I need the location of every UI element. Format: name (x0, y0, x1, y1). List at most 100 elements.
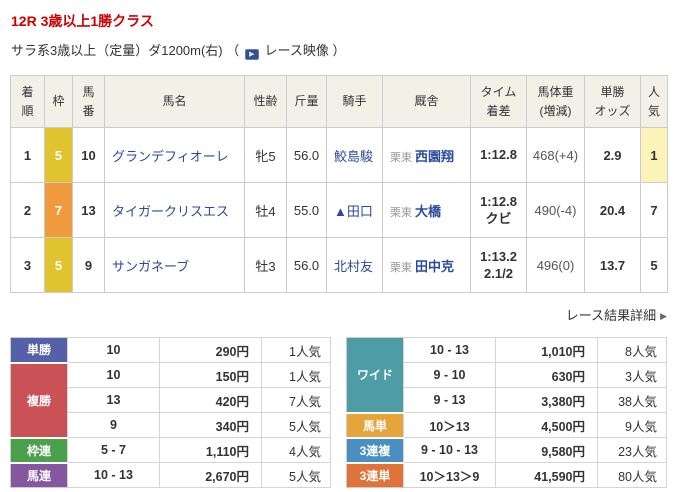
bracket-number: 7 (44, 182, 73, 239)
trainer-link[interactable]: 大橋 (415, 203, 442, 219)
result-row: 3 5 9 サンガネーブ 牡3 56.0 北村友 栗東 田中克 1:13.2 2.… (10, 237, 668, 294)
bet-type-place: 複勝 (10, 362, 68, 439)
finish-position: 3 (10, 237, 45, 294)
result-row: 1 5 10 グランデフィオーレ 牝5 56.0 鮫島駿 栗東 西園翔 1:12.… (10, 127, 668, 184)
payout-combination: 10 - 13 (67, 462, 160, 489)
finish-position: 1 (10, 127, 45, 184)
payout-popularity: 9人気 (597, 412, 667, 439)
popularity: 7 (640, 182, 668, 239)
payout-section: 単勝 10 290円 1人気 複勝 10 150円 1人気 13 420円 7人… (10, 337, 667, 489)
sex-age: 牝5 (244, 127, 287, 184)
right-arrow-icon: ▶ (660, 311, 667, 322)
payout-amount: 290円 (159, 337, 262, 364)
horse-number: 13 (72, 182, 105, 239)
payout-row: ワイド 10 - 13 1,010円 8人気 (346, 337, 667, 414)
race-conditions: サラ系3歳以上（定量）ダ1200m(右) （ ▶ レース映像 ） (11, 40, 667, 60)
header-win-odds: 単勝 オッズ (584, 74, 641, 129)
sex-age: 牡3 (244, 237, 287, 294)
weight-carried: 56.0 (286, 127, 327, 184)
time-margin-cell: 1:12.8 (470, 127, 527, 184)
bracket-number: 5 (44, 127, 73, 184)
horse-weight: 496(0) (526, 237, 585, 294)
header-time-margin: タイム 着差 (470, 74, 527, 129)
header-horse-weight: 馬体重 (増減) (526, 74, 585, 129)
payout-amount: 1,010円 (495, 337, 598, 364)
finish-time: 1:12.8 (480, 193, 517, 209)
header-horse-number: 馬 番 (72, 74, 105, 129)
payout-popularity: 7人気 (261, 387, 331, 414)
race-conditions-text: サラ系3歳以上（定量）ダ1200m(右) （ (11, 43, 240, 58)
jockey-link[interactable]: 鮫島駿 (334, 148, 374, 164)
payout-amount: 1,110円 (159, 437, 262, 464)
jockey-link[interactable]: 北村友 (334, 258, 374, 274)
payout-amount: 630円 (495, 362, 598, 389)
payout-combination: 10＞13 (403, 412, 496, 439)
race-video-link[interactable]: レース映像 (264, 43, 329, 58)
stable-region: 栗東 (390, 261, 412, 274)
trainer-link[interactable]: 西園翔 (415, 148, 455, 164)
header-popularity: 人 気 (640, 74, 668, 129)
margin: 2.1/2 (484, 266, 513, 282)
payout-combination: 10 (67, 362, 160, 389)
horse-weight: 490(-4) (526, 182, 585, 239)
horse-weight: 468(+4) (526, 127, 585, 184)
payout-combination: 10 (67, 337, 160, 364)
finish-time: 1:12.8 (480, 147, 517, 163)
payout-table-left: 単勝 10 290円 1人気 複勝 10 150円 1人気 13 420円 7人… (10, 337, 331, 489)
jockey-link[interactable]: ▲田口 (334, 203, 373, 219)
margin: クビ (485, 211, 512, 227)
payout-popularity: 1人気 (261, 362, 331, 389)
bet-type-exacta: 馬単 (346, 412, 404, 439)
payout-row: 複勝 10 150円 1人気 (10, 362, 331, 439)
payout-popularity: 38人気 (597, 387, 667, 414)
bracket-number: 5 (44, 237, 73, 294)
payout-table-right: ワイド 10 - 13 1,010円 8人気 9 - 10 630円 3人気 9… (346, 337, 667, 489)
payout-amount: 41,590円 (495, 462, 598, 489)
payout-combination: 9 - 13 (403, 387, 496, 414)
header-weight: 斤量 (286, 74, 327, 129)
bet-type-quinella: 馬連 (10, 462, 68, 489)
finish-time: 1:13.2 (480, 248, 517, 264)
payout-row: 9 340円 5人気 (11, 412, 331, 439)
bet-type-trifecta: 3連単 (346, 462, 404, 489)
horse-name-link[interactable]: グランデフィオーレ (112, 148, 229, 164)
payout-row: 枠連 5 - 7 1,110円 4人気 (10, 437, 331, 464)
payout-combination: 10＞13＞9 (403, 462, 496, 489)
header-finish: 着 順 (10, 74, 45, 129)
bet-type-bracket-quinella: 枠連 (10, 437, 68, 464)
payout-popularity: 4人気 (261, 437, 331, 464)
payout-amount: 4,500円 (495, 412, 598, 439)
payout-combination: 5 - 7 (67, 437, 160, 464)
payout-popularity: 5人気 (261, 412, 331, 439)
race-conditions-close: ） (332, 43, 346, 58)
payout-row: 3連単 10＞13＞9 41,590円 80人気 (346, 462, 667, 489)
horse-name-link[interactable]: サンガネーブ (112, 258, 190, 274)
stable-region: 栗東 (390, 151, 412, 164)
header-bracket: 枠 (44, 74, 73, 129)
result-row: 2 7 13 タイガークリスエス 牡4 55.0 ▲田口 栗東 大橋 1:12.8… (10, 182, 668, 239)
header-horse-name: 馬名 (104, 74, 245, 129)
payout-popularity: 1人気 (261, 337, 331, 364)
popularity: 5 (640, 237, 668, 294)
time-margin-cell: 1:12.8 クビ (470, 182, 527, 239)
sex-age: 牡4 (244, 182, 287, 239)
horse-name-link[interactable]: タイガークリスエス (112, 203, 230, 219)
detail-link-label: レース結果詳細 (565, 308, 657, 324)
finish-position: 2 (10, 182, 45, 239)
payout-popularity: 8人気 (597, 337, 667, 364)
payout-popularity: 5人気 (261, 462, 331, 489)
race-result-detail-link[interactable]: レース結果詳細 ▶ (566, 308, 667, 323)
payout-combination: 9 - 10 - 13 (403, 437, 496, 464)
payout-row: 馬単 10＞13 4,500円 9人気 (346, 412, 667, 439)
race-title: 12R 3歳以上1勝クラス (11, 13, 154, 29)
trainer-link[interactable]: 田中克 (415, 258, 455, 274)
payout-row: 3連複 9 - 10 - 13 9,580円 23人気 (346, 437, 667, 464)
stable-region: 栗東 (390, 206, 412, 219)
win-odds: 2.9 (584, 127, 641, 184)
payout-amount: 3,380円 (495, 387, 598, 414)
video-play-icon[interactable]: ▶ (244, 49, 259, 60)
payout-amount: 2,670円 (159, 462, 262, 489)
win-odds: 13.7 (584, 237, 641, 294)
bet-type-wide: ワイド (346, 337, 404, 414)
payout-combination: 10 - 13 (403, 337, 496, 364)
